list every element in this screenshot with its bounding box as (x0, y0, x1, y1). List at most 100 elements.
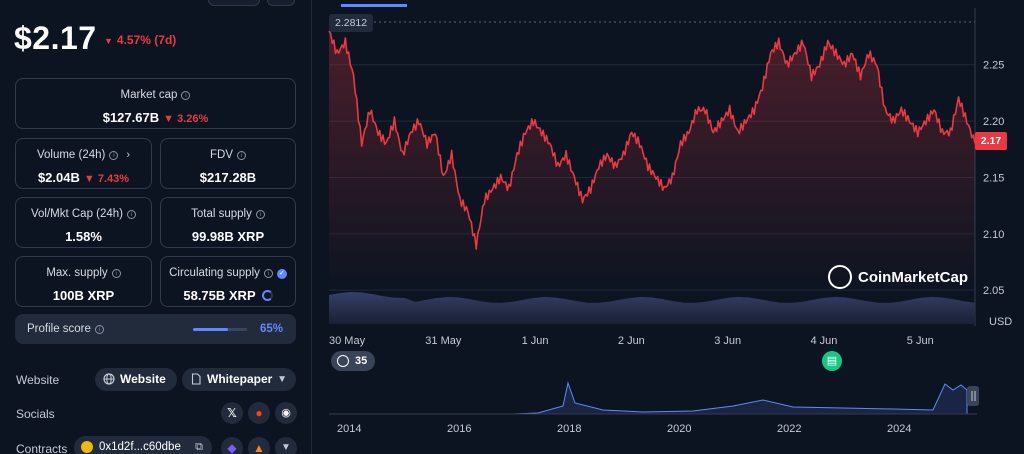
price-area-fill (329, 30, 975, 291)
history-tick-label: 2016 (447, 423, 471, 435)
y-tick-label: 2.15 (983, 172, 1004, 184)
socials-row-label: Socials (16, 407, 55, 421)
history-tick-label: 2014 (337, 423, 361, 435)
copy-icon[interactable]: ⧉ (195, 441, 203, 453)
info-icon[interactable]: i (127, 210, 137, 219)
whitepaper-button[interactable]: Whitepaper ▼ (182, 368, 296, 391)
verified-icon: ✓ (276, 269, 287, 279)
circulating-supply-value: 58.75B XRP (183, 288, 256, 303)
price-chart-panel: 2.25 2.20 2.15 2.10 2.05 30 May 31 May 1 Jun 2 … (313, 0, 1024, 454)
news-note-icon[interactable]: ▤ (822, 351, 842, 371)
coinmarketcap-watermark: CoinMarketCap (828, 265, 968, 289)
profile-score-label: Profile score (27, 323, 91, 335)
volume-label: Volume (24h) (36, 149, 106, 161)
vol-mkt-cap-value: 1.58% (65, 229, 102, 244)
contract-address: 0x1d2f...c60dbe (99, 441, 181, 453)
contract-address-button[interactable]: 0x1d2f...c60dbe ⧉ (74, 436, 212, 454)
high-price-label: 2.2812 (329, 14, 374, 32)
info-icon[interactable]: i (94, 325, 104, 334)
x-tick-label: 2 Jun (618, 335, 645, 347)
website-button[interactable]: Website (95, 368, 177, 391)
fdv-card[interactable]: FDV i $217.28B (160, 138, 296, 189)
website-row-label: Website (16, 373, 60, 387)
y-tick-label: 2.25 (983, 60, 1004, 72)
action-button-2[interactable] (267, 0, 295, 6)
cmc-logo-icon (828, 265, 852, 289)
volume-value: $2.04B (37, 170, 80, 185)
history-navigator-bg (329, 378, 977, 414)
total-supply-label: Total supply (191, 208, 252, 220)
events-badge[interactable]: 35 (331, 351, 376, 371)
circulating-supply-label: Circulating supply (169, 267, 260, 279)
profile-score-bar-fill (193, 328, 229, 331)
y-axis-ticks: 2.25 2.20 2.15 2.10 2.05 (983, 60, 1004, 297)
x-tick-label: 31 May (425, 335, 462, 347)
x-tick-label: 1 Jun (522, 335, 549, 347)
max-supply-value: 100B XRP (52, 288, 115, 303)
document-icon (191, 373, 201, 385)
history-tick-label: 2022 (777, 423, 801, 435)
contracts-row-label: Contracts (16, 442, 68, 454)
x-twitter-icon[interactable]: 𝕏 (221, 402, 243, 424)
y-tick-label: 2.05 (983, 285, 1004, 297)
globe-icon (103, 373, 115, 385)
history-range-handle[interactable] (967, 386, 979, 406)
history-x-axis-ticks: 2014 2016 2018 2020 2022 2024 (337, 423, 911, 435)
market-cap-card[interactable]: Market cap i $127.67B ▼ 3.26% (15, 78, 296, 129)
x-tick-label: 5 Jun (907, 335, 934, 347)
fdv-value: $217.28B (199, 170, 257, 185)
x-tick-label: 3 Jun (714, 335, 741, 347)
coin-stats-panel: $2.17 ▼ 4.57% (7d) Market cap i $127.67B ▼ … (0, 0, 312, 454)
website-button-label: Website (120, 372, 166, 386)
price-change-7d: ▼ 4.57% (7d) (104, 33, 176, 47)
y-tick-label: 2.10 (983, 229, 1004, 241)
metamask-icon[interactable]: ▲ (248, 437, 270, 454)
market-cap-label: Market cap (120, 89, 178, 101)
chart-tab-indicator (341, 4, 407, 7)
action-button-1[interactable] (208, 0, 260, 6)
info-icon[interactable]: i (109, 151, 119, 160)
info-icon[interactable]: i (111, 269, 121, 278)
fdv-label: FDV (210, 149, 233, 161)
history-line (329, 381, 968, 415)
volume-card[interactable]: Volume (24h) i › $2.04B ▼ 7.43% (15, 138, 152, 189)
currency-label: USD (989, 316, 1013, 328)
chevron-right-icon[interactable]: › (126, 149, 131, 161)
info-icon[interactable]: i (181, 91, 191, 100)
bnb-chain-icon (81, 441, 93, 453)
max-supply-card[interactable]: Max. supply i 100B XRP (15, 256, 152, 307)
price-chart[interactable]: 2.25 2.20 2.15 2.10 2.05 30 May 31 May 1 Jun 2 … (313, 0, 1024, 454)
profile-score-value: 65% (260, 323, 284, 335)
price-change-value: 4.57% (7d) (116, 33, 177, 47)
profile-score[interactable]: Profile score i 65% (15, 314, 296, 344)
x-tick-label: 4 Jun (811, 335, 838, 347)
info-icon[interactable]: i (263, 269, 273, 278)
history-tick-label: 2020 (667, 423, 691, 435)
down-arrow-icon: ▼ (104, 36, 113, 46)
supply-progress-ring-icon (261, 290, 273, 301)
x-tick-label: 30 May (329, 335, 366, 347)
history-tick-label: 2018 (557, 423, 581, 435)
history-icon (337, 355, 349, 367)
chevron-down-icon[interactable]: ▼ (275, 437, 297, 454)
reddit-icon[interactable]: ● (248, 402, 270, 424)
total-supply-card[interactable]: Total supply i 99.98B XRP (160, 197, 296, 248)
events-count: 35 (355, 355, 368, 367)
vol-mkt-cap-card[interactable]: Vol/Mkt Cap (24h) i 1.58% (15, 197, 152, 248)
github-icon[interactable]: ◉ (275, 402, 297, 424)
market-cap-change: ▼ 3.26% (163, 113, 209, 125)
vol-mkt-cap-label: Vol/Mkt Cap (24h) (30, 208, 124, 220)
wallet-icon[interactable]: ◆ (221, 437, 243, 454)
volume-change: ▼ 7.43% (83, 173, 130, 185)
price-line (328, 30, 976, 250)
circulating-supply-card[interactable]: Circulating supply i ✓ 58.75B XRP (160, 256, 296, 307)
info-icon[interactable]: i (255, 210, 265, 219)
chevron-down-icon: ▼ (277, 374, 287, 385)
profile-score-bar (193, 328, 247, 331)
info-icon[interactable]: i (237, 151, 246, 160)
x-axis-ticks: 30 May 31 May 1 Jun 2 Jun 3 Jun 4 Jun 5 Jun (329, 335, 934, 347)
volume-area (329, 292, 975, 324)
last-price-tag: 2.17 (975, 132, 1007, 150)
history-tick-label: 2024 (887, 423, 911, 435)
